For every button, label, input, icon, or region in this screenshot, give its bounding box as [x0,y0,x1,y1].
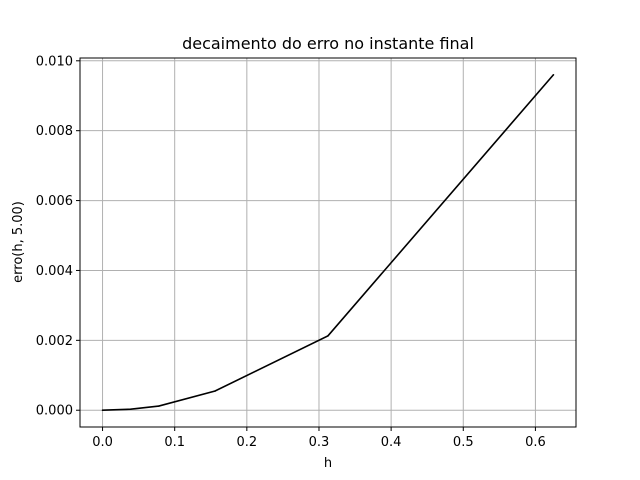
series-group [101,73,555,412]
data-point [129,408,132,410]
data-point [214,390,216,392]
plot-frame [79,57,577,428]
x-tick-label: 0.1 [164,435,185,450]
y-axis-label: erro(h, 5.00) [11,201,26,283]
y-axis-ticks: 0.000 0.002 0.004 0.006 0.008 0.010 [36,54,80,419]
data-point [158,405,160,407]
x-tick-label: 0.5 [453,435,474,450]
y-tick-label: 0.010 [36,54,73,69]
x-axis-ticks: 0.0 0.1 0.2 0.3 0.4 0.5 0.6 [92,427,546,450]
y-tick-label: 0.004 [36,264,73,279]
data-point [552,73,555,76]
data-point [101,409,104,412]
series-line [102,74,555,412]
x-tick-label: 0.0 [92,435,113,450]
chart-title: decaimento do erro no instante final [182,34,474,53]
y-tick-label: 0.008 [36,124,73,139]
x-tick-label: 0.4 [381,435,402,450]
y-tick-label: 0.006 [36,194,73,209]
grid [80,58,576,427]
y-tick-label: 0.000 [36,404,73,419]
x-tick-label: 0.6 [525,435,546,450]
data-point [327,334,329,337]
y-tick-label: 0.002 [36,334,73,349]
x-tick-label: 0.3 [309,435,330,450]
x-axis-label: h [324,456,332,471]
x-tick-label: 0.2 [236,435,257,450]
